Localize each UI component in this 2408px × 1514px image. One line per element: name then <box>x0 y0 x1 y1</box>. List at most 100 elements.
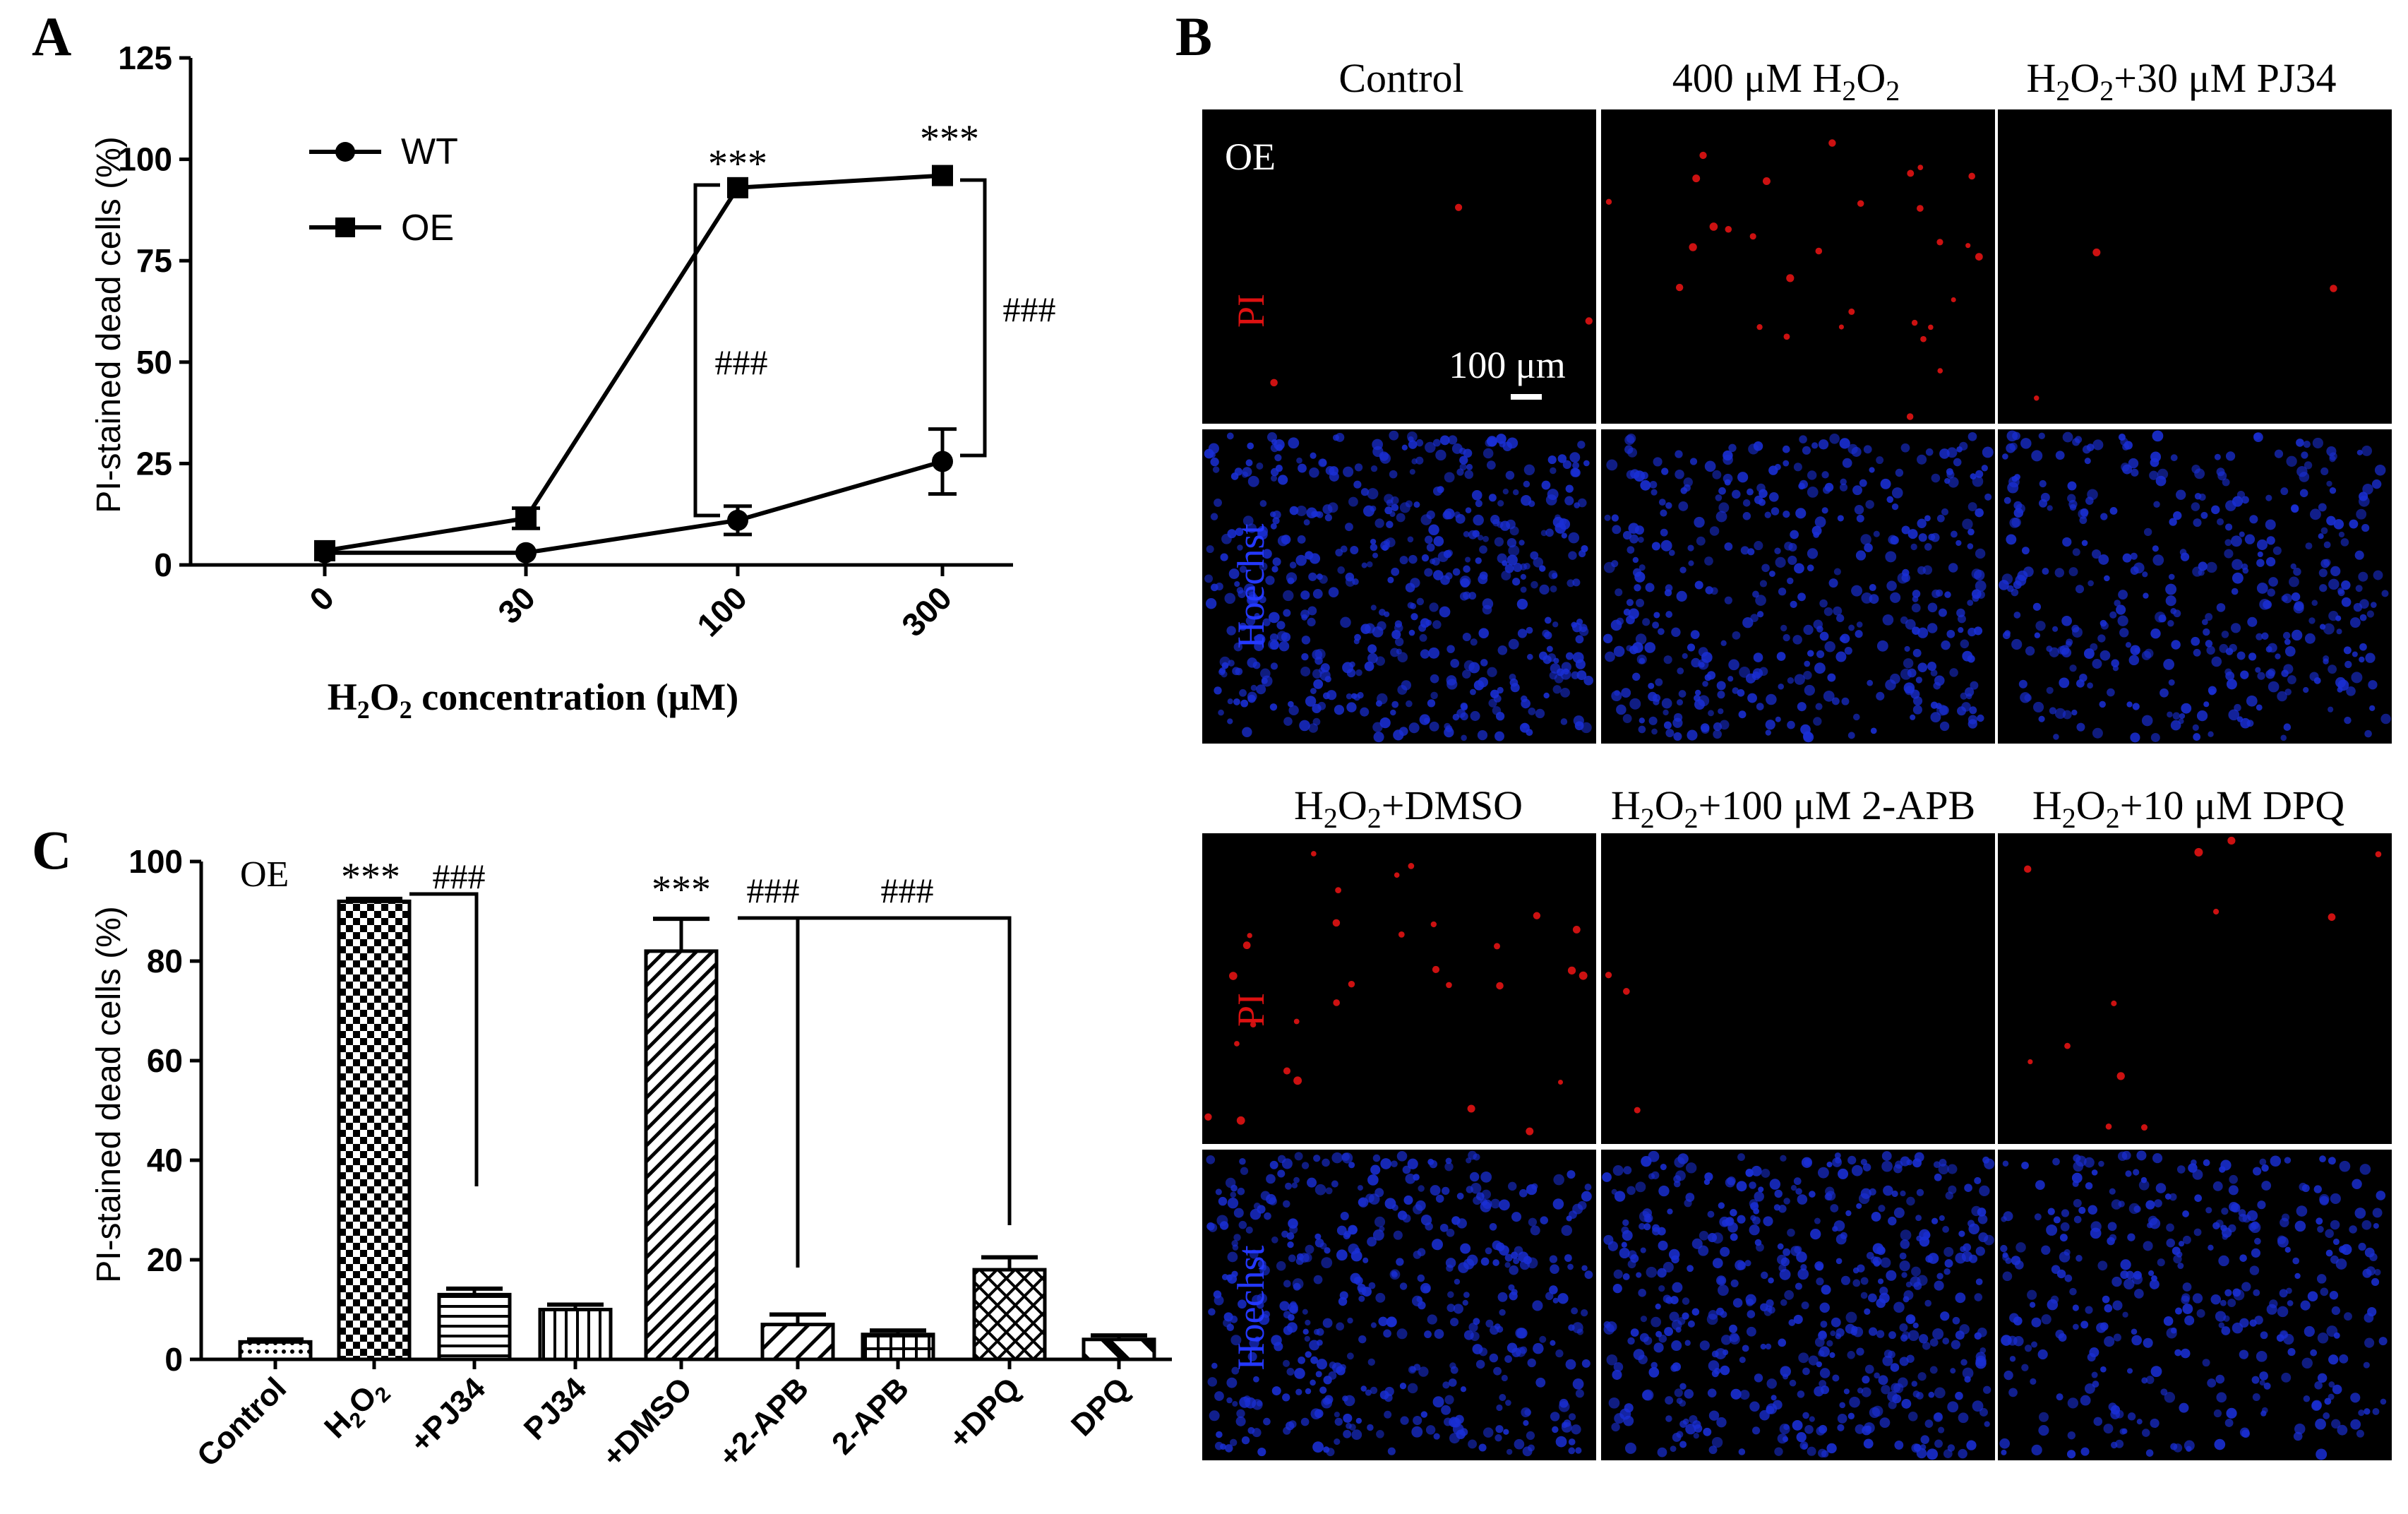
hoechst-nucleus <box>1418 1185 1425 1192</box>
hoechst-nucleus <box>1866 1251 1874 1260</box>
hoechst-nucleus <box>1485 1319 1494 1328</box>
hoechst-nucleus <box>1492 706 1502 715</box>
hoechst-nucleus <box>1696 536 1706 546</box>
hoechst-nucleus <box>2356 1429 2364 1438</box>
hoechst-nucleus <box>1334 705 1345 715</box>
hoechst-nucleus <box>2081 540 2088 547</box>
hoechst-nucleus <box>1612 1284 1622 1294</box>
hoechst-nucleus <box>1328 587 1339 597</box>
hoechst-nucleus <box>1482 604 1492 615</box>
hoechst-nucleus <box>1917 454 1927 465</box>
hoechst-nucleus <box>1927 1448 1939 1460</box>
hoechst-nucleus <box>1784 542 1793 551</box>
hoechst-nucleus <box>2080 1321 2089 1329</box>
hoechst-nucleus <box>2310 508 2321 520</box>
hoechst-nucleus <box>1754 495 1763 504</box>
hoechst-nucleus <box>1821 1284 1831 1295</box>
hoechst-nucleus <box>2194 1194 2203 1203</box>
hoechst-nucleus <box>1888 1331 1896 1340</box>
hoechst-nucleus <box>1283 609 1291 617</box>
hoechst-nucleus <box>1974 1176 1982 1184</box>
hoechst-nucleus <box>1753 1208 1760 1215</box>
hoechst-nucleus <box>1218 1196 1228 1206</box>
hoechst-nucleus <box>1754 1373 1763 1383</box>
hoechst-nucleus <box>2020 692 2031 703</box>
hoechst-nucleus <box>1799 479 1809 489</box>
hoechst-nucleus <box>2127 1233 2136 1241</box>
hoechst-nucleus <box>2191 502 2200 511</box>
hoechst-nucleus <box>1490 1198 1501 1209</box>
hoechst-nucleus <box>1640 479 1651 491</box>
pi-cell <box>1634 1107 1641 1114</box>
hoechst-nucleus <box>1634 571 1646 583</box>
hoechst-nucleus <box>1768 1306 1775 1314</box>
hoechst-nucleus <box>1678 690 1687 698</box>
hoechst-nucleus <box>1869 584 1876 592</box>
hoechst-nucleus <box>1507 554 1518 566</box>
hoechst-nucleus <box>1821 507 1828 514</box>
hoechst-nucleus <box>1322 1158 1330 1167</box>
hoechst-nucleus <box>1975 508 1984 518</box>
hoechst-nucleus <box>1367 1174 1379 1186</box>
pi-cell <box>2092 248 2101 256</box>
hoechst-nucleus <box>1278 640 1290 652</box>
hoechst-nucleus <box>1614 1413 1625 1424</box>
hoechst-nucleus <box>1899 1252 1907 1260</box>
hoechst-nucleus <box>1636 1272 1642 1278</box>
hoechst-nucleus <box>1345 577 1355 587</box>
hoechst-nucleus <box>2031 1341 2037 1348</box>
hoechst-nucleus <box>1360 707 1370 717</box>
hoechst-nucleus <box>2072 1304 2079 1311</box>
hoechst-nucleus <box>2267 588 2275 597</box>
hoechst-nucleus <box>1774 1447 1783 1456</box>
hoechst-nucleus <box>1528 708 1536 715</box>
hoechst-nucleus <box>1361 562 1367 568</box>
hoechst-nucleus <box>1967 715 1978 725</box>
hoechst-nucleus <box>1301 636 1311 645</box>
hoechst-nucleus <box>1603 633 1613 644</box>
hoechst-nucleus <box>2127 1368 2133 1374</box>
hoechst-nucleus <box>2188 1163 2198 1173</box>
hoechst-nucleus <box>1230 1335 1242 1346</box>
hoechst-nucleus <box>1469 1172 1480 1182</box>
hoechst-nucleus <box>1204 574 1214 583</box>
chart-a-bracket-300 <box>960 178 987 458</box>
hoechst-nucleus <box>1704 1172 1713 1181</box>
hoechst-nucleus <box>1912 590 1921 598</box>
hoechst-nucleus <box>1699 1340 1710 1351</box>
hoechst-nucleus <box>1286 1368 1295 1376</box>
hoechst-nucleus <box>1252 1399 1263 1410</box>
pi-cell <box>2023 865 2032 873</box>
hoechst-nucleus <box>1365 1389 1372 1396</box>
hoechst-nucleus <box>2193 518 2202 527</box>
hoechst-nucleus <box>2178 1241 2185 1247</box>
hoechst-nucleus <box>1922 565 1933 575</box>
hoechst-nucleus <box>1499 1309 1506 1316</box>
hoechst-nucleus <box>1295 554 1307 566</box>
hoechst-nucleus <box>2242 567 2249 574</box>
hoechst-nucleus <box>1745 1169 1754 1177</box>
hoechst-nucleus <box>2141 1429 2150 1437</box>
hoechst-nucleus <box>1745 1294 1756 1305</box>
hoechst-nucleus <box>1442 1186 1450 1196</box>
hoechst-nucleus <box>2205 640 2213 648</box>
hoechst-nucleus <box>2369 1253 2378 1262</box>
hoechst-nucleus <box>1831 1317 1841 1328</box>
hoechst-nucleus <box>1718 502 1730 513</box>
hoechst-nucleus <box>1756 611 1764 618</box>
hoechst-nucleus <box>1903 658 1914 669</box>
hoechst-nucleus <box>1905 619 1916 630</box>
hoechst-nucleus <box>1313 1155 1321 1162</box>
hoechst-nucleus <box>2310 1349 2318 1357</box>
hoechst-nucleus <box>1473 1196 1482 1205</box>
hoechst-nucleus <box>1391 1271 1398 1278</box>
hoechst-nucleus <box>1917 1372 1927 1381</box>
micrograph-pi-tile <box>1601 109 1995 424</box>
pi-cell <box>1911 319 1918 326</box>
hoechst-nucleus <box>1924 1419 1934 1428</box>
hoechst-nucleus <box>2174 1307 2183 1315</box>
hoechst-nucleus <box>1623 1166 1632 1175</box>
hoechst-nucleus <box>2275 653 2281 660</box>
hoechst-nucleus <box>1938 1426 1945 1433</box>
hoechst-nucleus <box>2311 1400 2322 1412</box>
